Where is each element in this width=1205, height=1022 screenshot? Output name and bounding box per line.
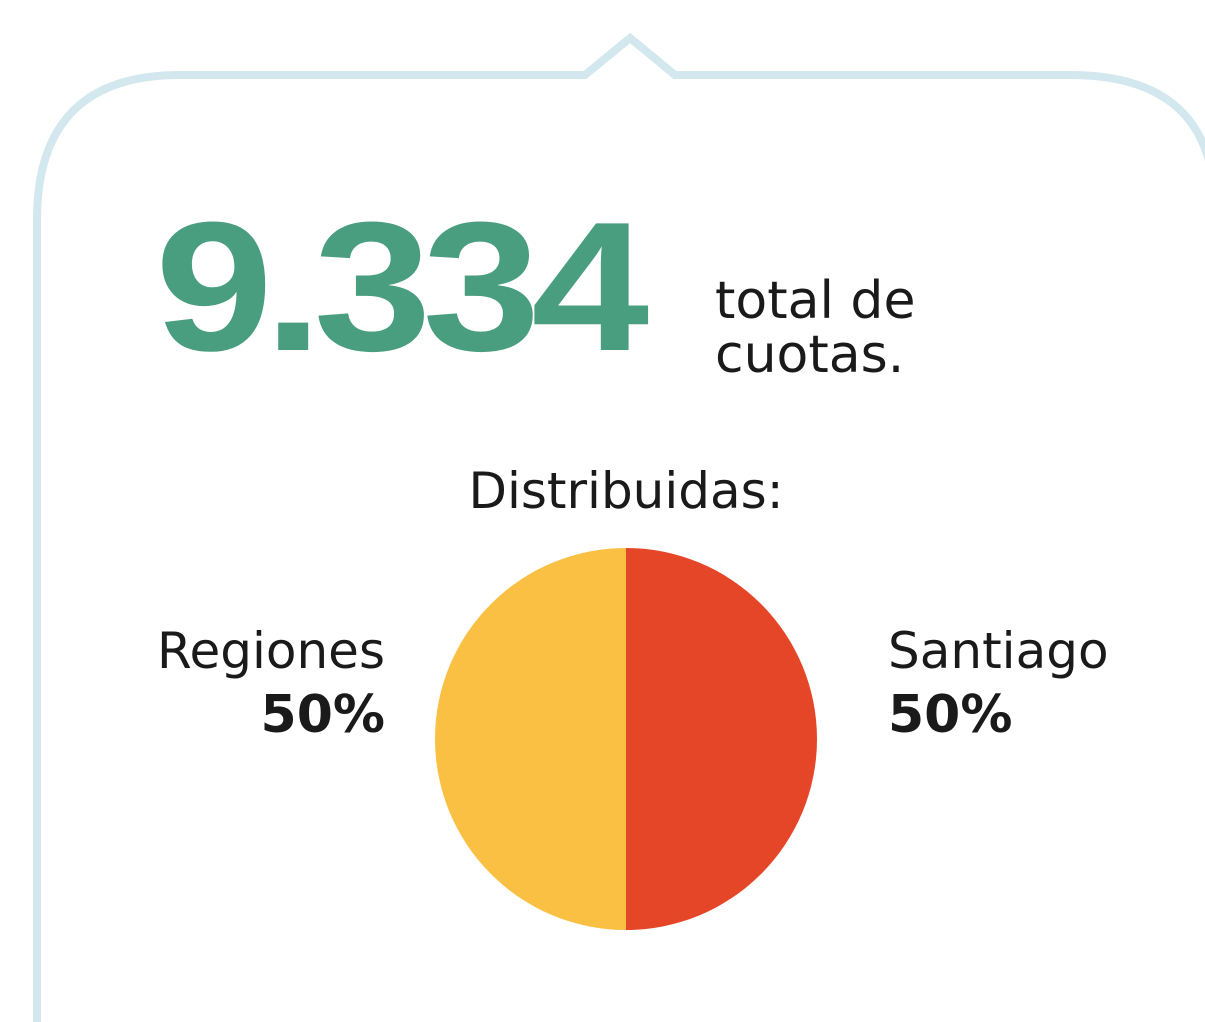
slice-value-label: 50% — [888, 685, 1012, 745]
slice-label: Regiones — [157, 622, 385, 680]
total-caption: total de — [715, 271, 915, 331]
chart-title: Distribuidas: — [468, 462, 783, 520]
total-value: 9.334 — [155, 183, 649, 389]
total-caption: cuotas. — [715, 325, 904, 385]
slice-label: Santiago — [888, 622, 1109, 680]
pie-slice — [435, 548, 626, 930]
slice-value-label: 50% — [261, 685, 385, 745]
callout-frame — [33, 32, 1205, 1022]
pie-slice — [626, 548, 817, 930]
